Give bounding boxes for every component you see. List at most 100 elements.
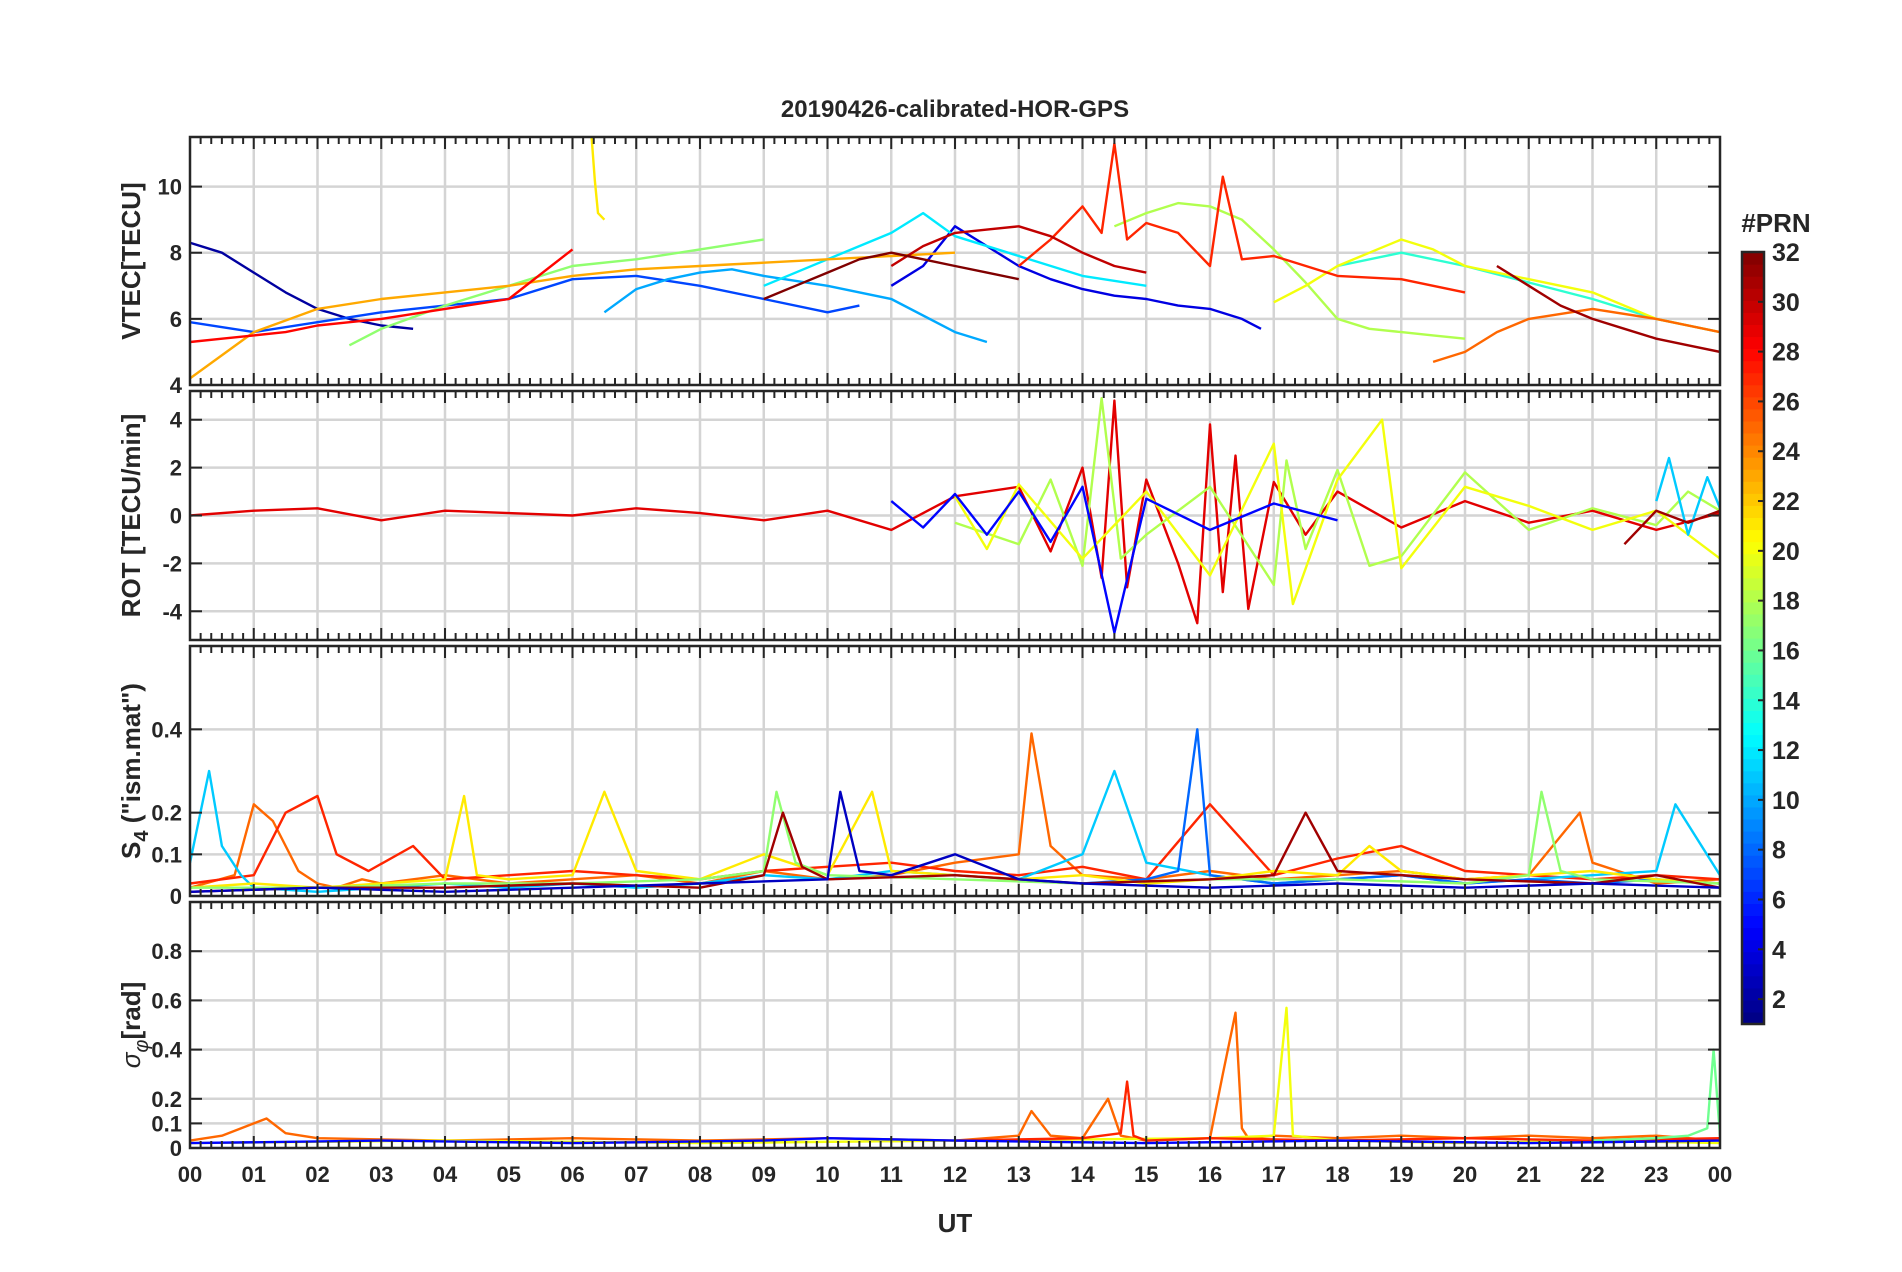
series-prn-31	[1496, 264, 1720, 354]
colorbar-stripe	[1742, 252, 1764, 265]
x-tick-label: 17	[1262, 1162, 1286, 1187]
x-tick-label: 13	[1007, 1162, 1031, 1187]
x-tick-label: 08	[688, 1162, 712, 1187]
colorbar-stripe	[1742, 565, 1764, 579]
colorbar-stripe	[1742, 915, 1764, 929]
colorbar-stripe	[1742, 432, 1764, 446]
series-prn-29	[190, 399, 1720, 625]
colorbar-tick-label: 12	[1772, 737, 1800, 765]
y-tick-label: 2	[170, 456, 182, 481]
colorbar-stripe	[1742, 903, 1764, 917]
colorbar-stripes	[1742, 252, 1764, 1025]
colorbar-tick-label: 24	[1772, 438, 1800, 466]
colorbar-stripe	[1742, 770, 1764, 784]
colorbar-stripe	[1742, 589, 1764, 603]
x-tick-label: 03	[369, 1162, 393, 1187]
colorbar-stripe	[1742, 288, 1764, 301]
x-tick-label: 07	[624, 1162, 648, 1187]
x-tick-label: 16	[1198, 1162, 1222, 1187]
colorbar-stripe	[1742, 794, 1764, 808]
colorbar-stripe	[1742, 818, 1764, 832]
series-prn-5	[890, 485, 1338, 634]
colorbar-stripe	[1742, 843, 1764, 856]
series-prn-27	[190, 794, 1720, 885]
colorbar-stripe	[1742, 698, 1764, 711]
series-prn-16	[1592, 1048, 1720, 1142]
x-tick-label: 10	[815, 1162, 839, 1187]
x-tick-label: 21	[1517, 1162, 1541, 1187]
colorbar-stripe	[1742, 927, 1764, 941]
colorbar-stripe	[1742, 541, 1764, 555]
y-tick-label: 4	[170, 373, 183, 398]
colorbar-stripe	[1742, 650, 1764, 663]
y-tick-label: 0.2	[151, 801, 182, 826]
panel-rot: -4 -2 0 2 4 ROT [TECU/min]	[116, 389, 1722, 642]
x-tick-label: 14	[1070, 1162, 1095, 1187]
colorbar-stripe	[1742, 879, 1764, 892]
colorbar-stripe	[1742, 601, 1764, 615]
y-tick-label: 8	[170, 241, 182, 266]
colorbar-stripe	[1742, 457, 1764, 470]
x-tick-label: 20	[1453, 1162, 1477, 1187]
colorbar-tick-label: 6	[1772, 886, 1786, 914]
colorbar-stripe	[1742, 300, 1764, 313]
y-tick-label: 0.4	[151, 717, 182, 742]
colorbar-tick-label: 32	[1772, 239, 1800, 267]
y-tick-label: 4	[170, 408, 183, 433]
colorbar-stripe	[1742, 481, 1764, 494]
series-prn-31	[190, 811, 1720, 893]
x-tick-label: 00	[1708, 1162, 1732, 1187]
series-prn-18	[954, 397, 1720, 587]
x-tick-label: 00	[178, 1162, 202, 1187]
series-prn-23	[190, 251, 956, 380]
series-prn-20	[953, 418, 1720, 606]
colorbar-stripe	[1742, 324, 1764, 338]
colorbar-title: #PRN	[1741, 208, 1810, 238]
colorbar-stripe	[1742, 999, 1764, 1013]
series-prn-28	[190, 248, 574, 344]
y-tick-label: -2	[162, 551, 182, 576]
y-tick-label: 0.4	[151, 1038, 182, 1063]
series-prn-10	[603, 268, 988, 344]
colorbar-stripe	[1742, 638, 1764, 651]
y-tick-label: 0	[170, 1136, 182, 1161]
panel-vtec-frame	[188, 135, 1722, 387]
colorbar-stripe	[1742, 806, 1764, 820]
colorbar-tick-label: 20	[1772, 538, 1800, 566]
panel-s4-series	[190, 728, 1720, 893]
colorbar-stripe	[1742, 625, 1764, 639]
panel-rot-series	[190, 397, 1720, 634]
colorbar-stripe	[1742, 686, 1764, 699]
series-prn-18	[1113, 201, 1466, 340]
panel-sigma_phi: 00.10.2 0.4 0.6 0.8 σφ[rad]	[116, 900, 1722, 1161]
series-prn-7	[190, 274, 860, 334]
colorbar-frame	[1740, 250, 1766, 1026]
series-prn-27	[1018, 142, 1466, 294]
series-prn-4	[890, 225, 1262, 330]
colorbar-tick-label: 16	[1772, 637, 1800, 665]
colorbar-stripe	[1742, 312, 1764, 325]
panel-sigma_phi-ylabel: σφ[rad]	[116, 982, 153, 1069]
colorbar-tick-label: 2	[1772, 986, 1786, 1014]
colorbar-stripe	[1742, 939, 1764, 953]
y-tick-label: 0.1	[151, 1111, 182, 1136]
x-tick-label: 18	[1325, 1162, 1349, 1187]
colorbar-tick-label: 18	[1772, 588, 1800, 616]
colorbar-stripe	[1742, 529, 1764, 543]
colorbar-stripe	[1742, 613, 1764, 627]
panel-s4-ylabel: S4 ("ism.mat")	[116, 683, 153, 859]
colorbar-stripe	[1742, 951, 1764, 965]
colorbar-stripe	[1742, 396, 1764, 410]
colorbar-stripe	[1742, 264, 1764, 277]
x-tick-label: 02	[305, 1162, 329, 1187]
x-tick-label: 06	[560, 1162, 584, 1187]
series-prn-32	[763, 251, 1020, 301]
x-tick-label: 15	[1134, 1162, 1158, 1187]
colorbar-stripe	[1742, 505, 1764, 518]
colorbar-tick-label: 14	[1772, 687, 1800, 715]
colorbar-tick-label: 30	[1772, 289, 1800, 317]
colorbar-stripe	[1742, 963, 1764, 977]
